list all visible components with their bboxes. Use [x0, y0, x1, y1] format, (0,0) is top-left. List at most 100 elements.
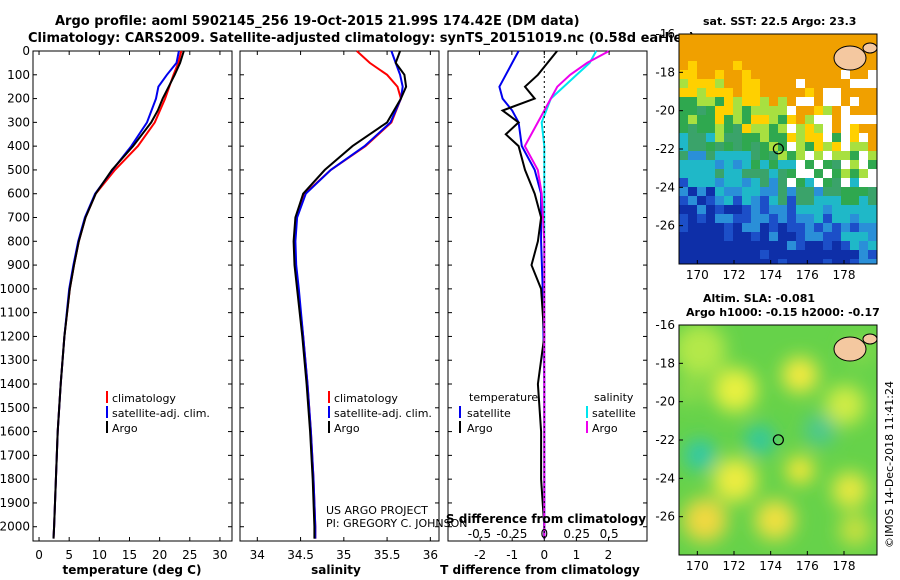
sst-cell: [805, 142, 814, 151]
x-tick-label: -1: [506, 548, 518, 562]
sst-cell: [814, 223, 823, 232]
depth-tick-label: 1300: [0, 353, 30, 367]
sst-cell: [814, 196, 823, 205]
sst-cell: [769, 124, 778, 133]
series-line-satellite-adj-clim-: [52, 50, 180, 539]
sst-cell: [715, 223, 724, 232]
sst-cell: [814, 259, 823, 264]
sst-cell: [796, 223, 805, 232]
legend-s-argo: Argo: [592, 422, 618, 435]
sst-cell: [706, 151, 715, 160]
sst-cell: [778, 214, 787, 223]
sst-cell: [706, 259, 715, 264]
sst-cell: [832, 214, 841, 223]
sst-cell: [841, 88, 850, 97]
sst-cell: [688, 88, 697, 97]
sst-cell: [733, 214, 742, 223]
sst-cell: [724, 133, 733, 142]
x-tick-label: 30: [212, 548, 227, 562]
sst-cell: [679, 106, 688, 115]
sst-cell: [706, 142, 715, 151]
sst-cell: [679, 187, 688, 196]
sst-cell: [868, 52, 877, 61]
sst-cell: [697, 169, 706, 178]
sst-cell: [850, 214, 859, 223]
sst-cell: [715, 115, 724, 124]
sst-cell: [832, 70, 841, 79]
sst-cell: [742, 97, 751, 106]
sst-cell: [679, 61, 688, 70]
legend-climatology: climatology: [334, 392, 398, 405]
sst-cell: [706, 115, 715, 124]
sst-cell: [679, 250, 688, 259]
sst-cell: [778, 115, 787, 124]
depth-tick-label: 100: [7, 68, 30, 82]
map-x-tick-label: 178: [833, 268, 856, 282]
sst-cell: [733, 223, 742, 232]
sst-cell: [751, 124, 760, 133]
temperature-legend: climatology satellite-adj. clim. Argo: [106, 391, 210, 435]
sst-cell: [850, 205, 859, 214]
sst-cell: [760, 106, 769, 115]
sst-cell: [778, 70, 787, 79]
sst-cell: [796, 214, 805, 223]
sst-cell: [697, 70, 706, 79]
sst-cell: [724, 187, 733, 196]
sst-cell: [796, 142, 805, 151]
legend-satellite: satellite-adj. clim.: [112, 407, 210, 420]
sst-cell: [868, 34, 877, 43]
sst-cell: [850, 178, 859, 187]
sst-cell: [814, 43, 823, 52]
sst-cell: [742, 34, 751, 43]
sst-cell: [697, 97, 706, 106]
sst-cell: [859, 223, 868, 232]
sst-cell: [706, 106, 715, 115]
sst-cell: [787, 196, 796, 205]
map-y-tick-label: -26: [655, 219, 675, 233]
map-y-tick-label: -20: [655, 395, 675, 409]
sst-cell: [805, 187, 814, 196]
sst-cell: [841, 214, 850, 223]
sst-cell: [742, 142, 751, 151]
sst-cell: [859, 187, 868, 196]
sst-cell: [832, 232, 841, 241]
sla-blob: [684, 439, 716, 471]
legend-argo: Argo: [112, 422, 138, 435]
sst-cell: [688, 178, 697, 187]
sst-cell: [760, 196, 769, 205]
sst-cell: [760, 61, 769, 70]
sst-cell: [859, 241, 868, 250]
sst-cell: [679, 223, 688, 232]
sst-cell: [823, 34, 832, 43]
series-line-t-argo: [500, 50, 558, 539]
sst-cell: [697, 151, 706, 160]
sst-cell: [697, 133, 706, 142]
x-tick-label: 5: [65, 548, 73, 562]
sst-cell: [814, 52, 823, 61]
series-line-argo: [52, 50, 185, 539]
sst-cell: [769, 61, 778, 70]
sst-cell: [751, 160, 760, 169]
sst-cell: [778, 124, 787, 133]
sst-cell: [823, 61, 832, 70]
sst-cell: [832, 115, 841, 124]
sst-cell: [769, 205, 778, 214]
sst-cell: [805, 160, 814, 169]
sst-cell: [850, 250, 859, 259]
sst-cell: [706, 97, 715, 106]
sst-cell: [769, 196, 778, 205]
sst-cell: [679, 43, 688, 52]
sst-cell: [715, 241, 724, 250]
sst-cell: [688, 124, 697, 133]
sst-cell: [832, 151, 841, 160]
sst-cell: [778, 241, 787, 250]
sst-cell: [787, 34, 796, 43]
sst-cell: [679, 52, 688, 61]
sst-cell: [688, 214, 697, 223]
sst-cell: [724, 142, 733, 151]
sst-cell: [769, 169, 778, 178]
sst-cell: [688, 196, 697, 205]
sst-cell: [751, 43, 760, 52]
sst-cell: [841, 223, 850, 232]
x-tick-label: 1: [573, 548, 581, 562]
